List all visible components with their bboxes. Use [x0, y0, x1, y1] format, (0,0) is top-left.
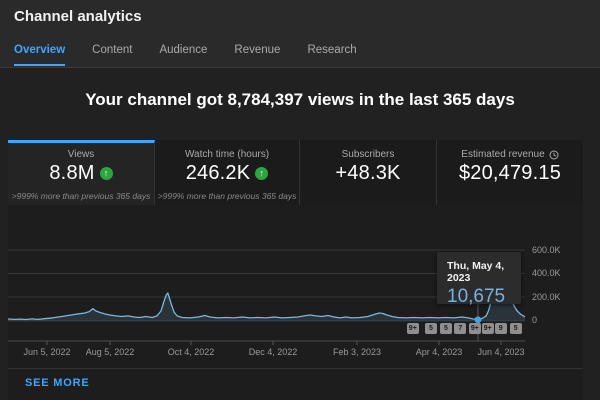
chart-tooltip: Thu, May 4, 2023 10,675: [437, 252, 521, 307]
metric-cards-row: Views 8.8M ↑ >999% more than previous 36…: [8, 140, 583, 205]
y-tick-600k: 600.0K: [532, 245, 561, 255]
x-tick-label: Jun 4, 2023: [477, 347, 525, 357]
watch-time-comparison-note: >999% more than previous 365 days: [157, 191, 297, 201]
trend-up-icon: ↑: [99, 167, 113, 180]
video-marker-badge[interactable]: 9+: [406, 323, 419, 334]
x-tick-label: Feb 3, 2023: [332, 347, 382, 357]
video-marker-badge[interactable]: 5: [509, 323, 522, 334]
tab-revenue[interactable]: Revenue: [234, 44, 281, 56]
views-line-chart: 600.0K 400.0K 200.0K 0 Jun 5, 2022 Aug 5…: [8, 205, 583, 400]
video-marker-badge[interactable]: 9+: [468, 323, 481, 334]
tab-audience[interactable]: Audience: [159, 44, 208, 56]
video-marker-badge[interactable]: 9: [494, 323, 507, 334]
y-tick-0: 0: [532, 315, 538, 325]
metric-card-watch-time[interactable]: Watch time (hours) 246.2K ↑ >999% more t…: [155, 140, 300, 205]
clock-icon: [549, 150, 559, 159]
x-tick-label: Dec 4, 2022: [248, 347, 298, 357]
metric-card-estimated-revenue[interactable]: Estimated revenue $20,479.15: [437, 140, 583, 205]
y-tick-400k: 400.0K: [532, 268, 561, 278]
x-tick-label: Apr 4, 2023: [415, 347, 463, 357]
tab-content[interactable]: Content: [92, 44, 133, 56]
subscribers-value: +48.3K: [335, 162, 401, 184]
x-tick-label: Oct 4, 2022: [167, 347, 215, 357]
tooltip-views-value: 10,675: [447, 286, 506, 307]
views-value: 8.8M: [49, 162, 95, 184]
tab-overview[interactable]: Overview: [14, 44, 66, 66]
video-marker-badge[interactable]: 5: [424, 323, 437, 334]
y-tick-200k: 200.0K: [532, 292, 561, 302]
header-band: [0, 0, 600, 68]
estimated-revenue-label: Estimated revenue: [461, 149, 545, 160]
estimated-revenue-label-row: Estimated revenue: [461, 149, 559, 160]
x-tick-label: Jun 5, 2022: [23, 347, 71, 357]
trend-up-icon: ↑: [255, 167, 269, 180]
video-marker-badge[interactable]: 5: [439, 323, 452, 334]
views-comparison-note: >999% more than previous 365 days: [11, 191, 151, 201]
watch-time-value-row: 246.2K ↑: [186, 162, 269, 185]
watch-time-label: Watch time (hours): [184, 149, 270, 160]
chart-plot-area[interactable]: [8, 205, 583, 400]
watch-time-value: 246.2K: [185, 162, 251, 184]
estimated-revenue-value: $20,479.15: [458, 162, 562, 184]
metric-card-subscribers[interactable]: Subscribers +48.3K: [300, 140, 437, 205]
tab-bar: Overview Content Audience Revenue Resear…: [14, 44, 384, 66]
divider: [8, 368, 583, 369]
views-label: Views: [67, 149, 95, 160]
metric-card-views[interactable]: Views 8.8M ↑ >999% more than previous 36…: [8, 140, 155, 205]
hover-point-dot: [474, 316, 482, 324]
analytics-card: Views 8.8M ↑ >999% more than previous 36…: [8, 140, 583, 400]
tooltip-date: Thu, May 4, 2023: [447, 260, 505, 284]
see-more-link[interactable]: SEE MORE: [25, 377, 90, 389]
subscribers-label: Subscribers: [341, 149, 395, 160]
video-marker-badge[interactable]: 9+: [481, 323, 494, 334]
x-tick-label: Aug 5, 2022: [85, 347, 135, 357]
headline-views-summary: Your channel got 8,784,397 views in the …: [85, 90, 515, 109]
views-value-row: 8.8M ↑: [49, 162, 113, 185]
page-title: Channel analytics: [14, 8, 142, 25]
video-marker-badge[interactable]: 7: [454, 323, 467, 334]
x-axis-ticks: [46, 341, 502, 345]
tab-research[interactable]: Research: [307, 44, 357, 56]
